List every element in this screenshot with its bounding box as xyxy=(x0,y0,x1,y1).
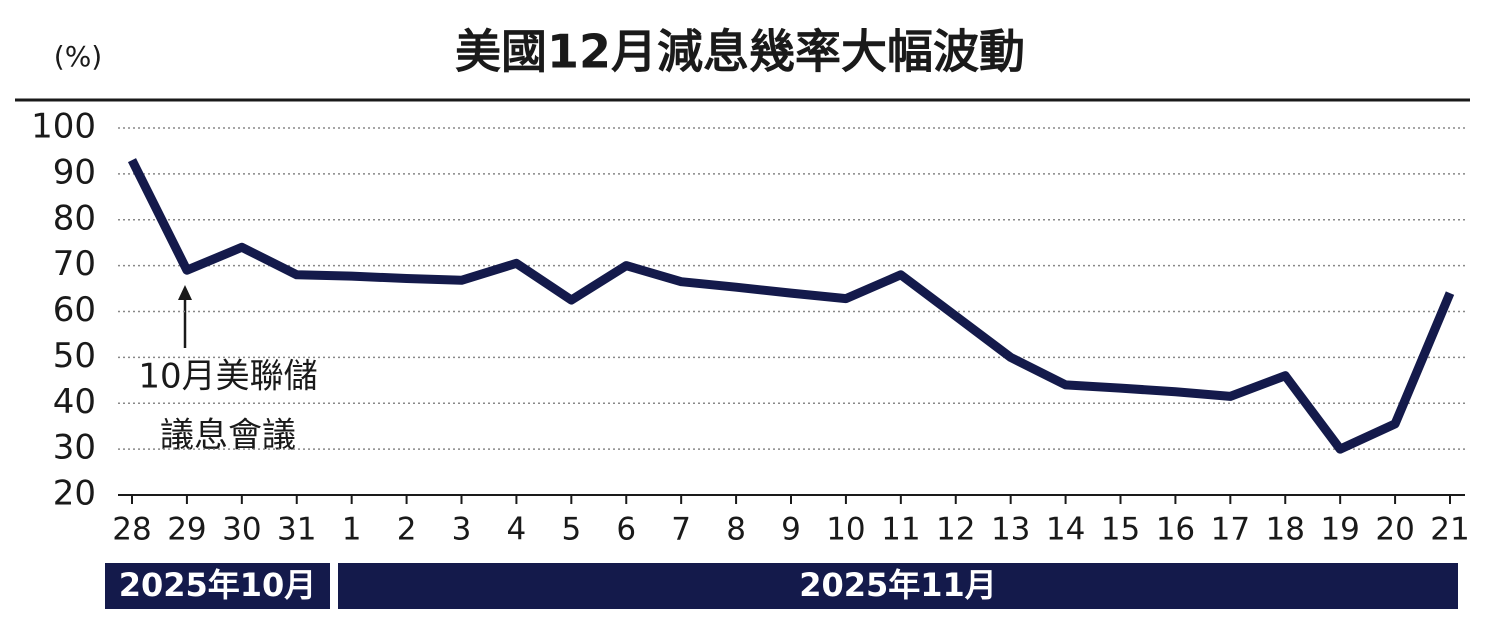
x-tick-label: 10 xyxy=(826,512,865,548)
x-tick-label: 11 xyxy=(881,512,920,548)
y-tick-label: 40 xyxy=(53,382,96,422)
x-tick-label: 14 xyxy=(1046,512,1085,548)
x-tick-label: 3 xyxy=(452,512,472,548)
x-tick-label: 20 xyxy=(1375,512,1414,548)
chart-title: 美國12月減息幾率大幅波動 xyxy=(455,25,1025,79)
x-tick-label: 7 xyxy=(671,512,691,548)
x-tick-label: 29 xyxy=(167,512,206,548)
y-tick-label: 30 xyxy=(53,428,96,468)
y-tick-label: 50 xyxy=(53,336,96,376)
x-tick-label: 15 xyxy=(1101,512,1140,548)
arrow-head xyxy=(178,285,192,300)
x-tick-label: 19 xyxy=(1320,512,1359,548)
x-tick-label: 5 xyxy=(561,512,581,548)
period-label: 2025年10月 xyxy=(119,566,317,604)
y-tick-label: 20 xyxy=(53,474,96,514)
y-tick-label: 70 xyxy=(53,244,96,284)
x-tick-label: 28 xyxy=(112,512,151,548)
unit-label: (%) xyxy=(54,40,102,73)
y-tick-label: 60 xyxy=(53,290,96,330)
x-tick-label: 2 xyxy=(397,512,417,548)
x-tick-label: 4 xyxy=(507,512,527,548)
x-tick-label: 9 xyxy=(781,512,801,548)
y-tick-label: 80 xyxy=(53,198,96,238)
x-tick-label: 1 xyxy=(342,512,362,548)
x-tick-label: 6 xyxy=(616,512,636,548)
x-tick-label: 21 xyxy=(1430,512,1469,548)
x-tick-label: 16 xyxy=(1156,512,1195,548)
x-tick-label: 17 xyxy=(1211,512,1250,548)
period-label: 2025年11月 xyxy=(799,566,997,604)
x-tick-label: 30 xyxy=(222,512,261,548)
x-tick-label: 12 xyxy=(936,512,975,548)
y-tick-label: 90 xyxy=(53,152,96,192)
x-tick-label: 31 xyxy=(277,512,316,548)
x-tick-label: 8 xyxy=(726,512,746,548)
data-line xyxy=(127,158,1455,454)
x-tick-label: 18 xyxy=(1266,512,1305,548)
period-bar xyxy=(105,563,330,609)
annotation: 10月美聯儲 xyxy=(138,357,317,397)
x-tick-label: 13 xyxy=(991,512,1030,548)
y-tick-label: 100 xyxy=(31,107,96,147)
period-bar xyxy=(338,563,1458,609)
